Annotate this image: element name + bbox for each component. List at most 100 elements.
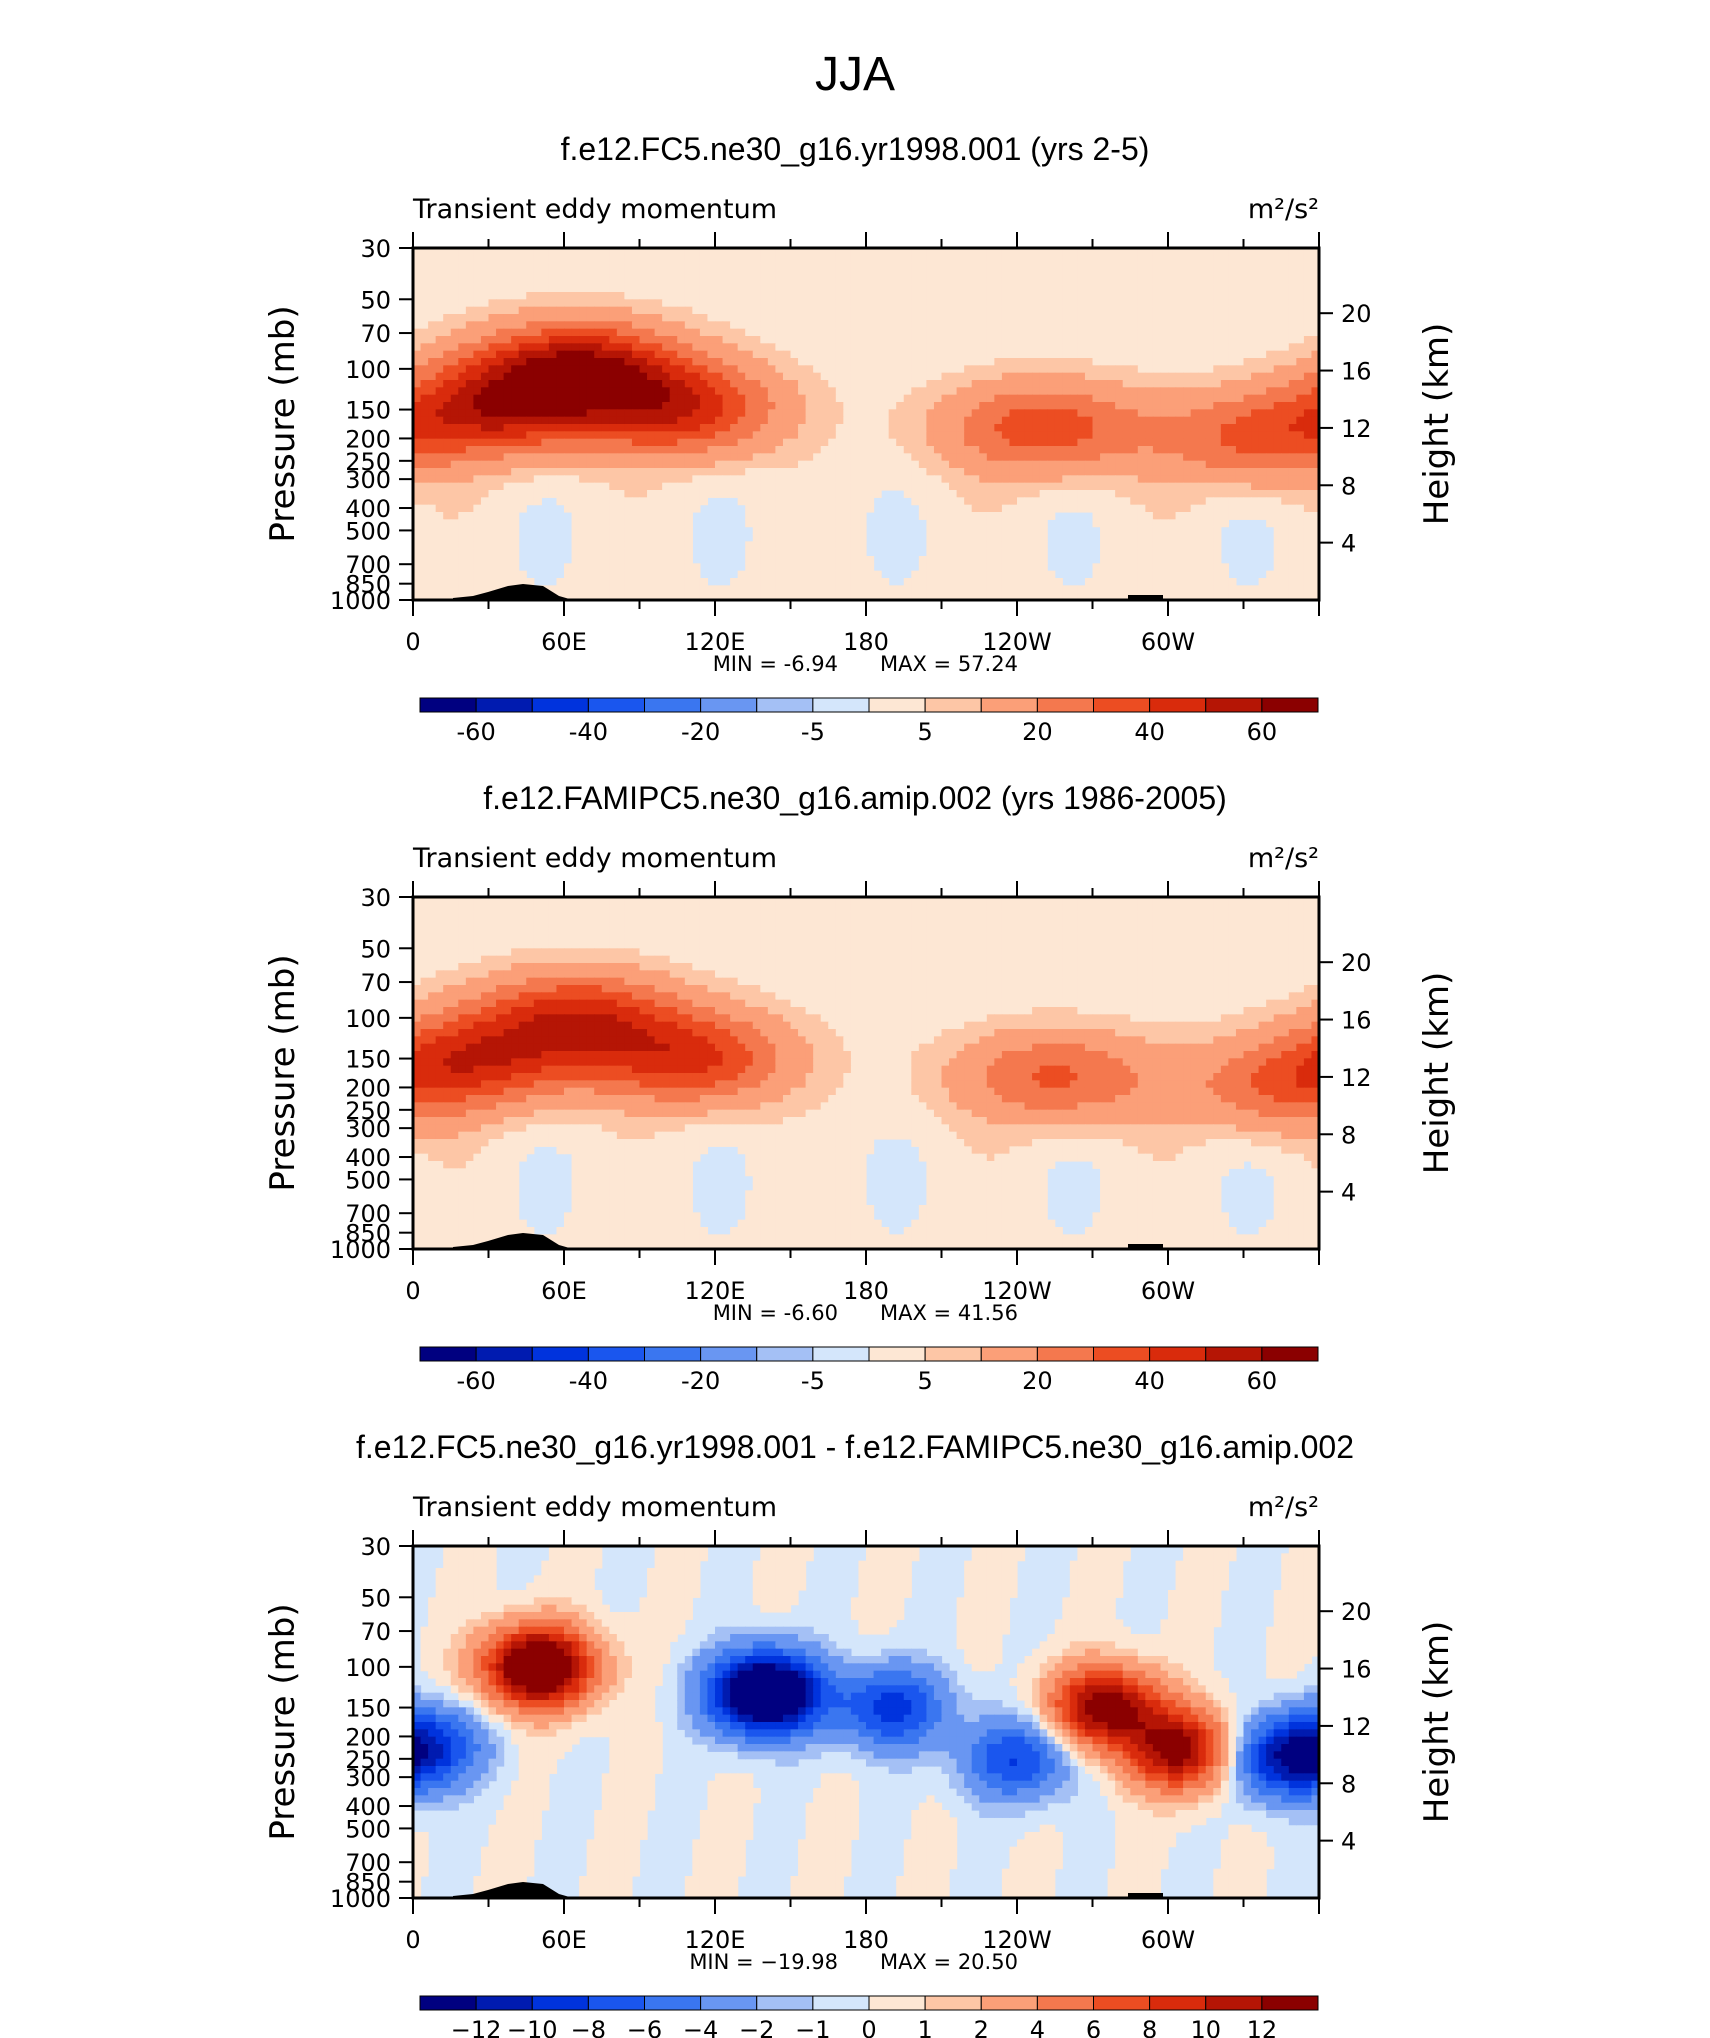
contour-cell bbox=[450, 284, 459, 293]
contour-cell bbox=[579, 350, 588, 359]
contour-cell bbox=[473, 248, 482, 256]
contour-cell bbox=[1024, 460, 1033, 469]
contour-cell bbox=[631, 277, 641, 286]
contour-cell bbox=[775, 299, 784, 308]
contour-cell bbox=[488, 431, 497, 440]
contour-cell bbox=[866, 306, 875, 315]
contour-cell bbox=[1266, 453, 1275, 462]
contour-cell bbox=[526, 387, 535, 396]
contour-cell bbox=[1032, 299, 1041, 308]
contour-cell bbox=[715, 394, 724, 403]
contour-cell bbox=[1107, 372, 1116, 381]
contour-cell bbox=[1032, 262, 1041, 271]
contour-cell bbox=[1024, 556, 1033, 564]
contour-cell bbox=[858, 416, 867, 425]
contour-cell bbox=[752, 534, 761, 542]
contour-cell bbox=[1183, 438, 1192, 447]
contour-cell bbox=[548, 350, 558, 359]
contour-cell bbox=[745, 468, 754, 476]
contour-cell bbox=[526, 336, 535, 344]
contour-cell bbox=[813, 424, 822, 432]
contour-cell bbox=[1122, 394, 1131, 403]
contour-cell bbox=[1258, 453, 1267, 462]
contour-cell bbox=[1243, 438, 1252, 447]
contour-cell bbox=[443, 416, 452, 425]
contour-cell bbox=[684, 314, 693, 322]
contour-cell bbox=[1190, 519, 1199, 528]
contour-cell bbox=[1084, 431, 1094, 440]
contour-cell bbox=[760, 350, 769, 359]
contour-cell bbox=[1137, 387, 1146, 396]
contour-cell bbox=[1251, 482, 1260, 491]
contour-cell bbox=[1175, 460, 1184, 469]
contour-cell bbox=[579, 270, 588, 278]
contour-cell bbox=[994, 380, 1003, 388]
contour-cell bbox=[1130, 490, 1139, 498]
contour-cell bbox=[1296, 248, 1305, 256]
contour-cell bbox=[647, 534, 656, 542]
contour-cell bbox=[1092, 262, 1101, 271]
contour-cell bbox=[866, 504, 875, 513]
contour-cell bbox=[843, 314, 852, 322]
contour-cell bbox=[1009, 526, 1018, 535]
contour-cell bbox=[1054, 409, 1063, 418]
contour-cell bbox=[1296, 490, 1305, 498]
contour-cell bbox=[526, 306, 535, 315]
contour-cell bbox=[556, 299, 565, 308]
contour-cell bbox=[443, 482, 452, 491]
contour-cell bbox=[1047, 270, 1056, 278]
contour-cell bbox=[443, 409, 452, 418]
contour-cell bbox=[541, 409, 550, 418]
contour-cell bbox=[677, 262, 686, 271]
contour-cell bbox=[805, 270, 814, 278]
contour-cell bbox=[820, 336, 829, 344]
contour-cell bbox=[443, 358, 452, 366]
contour-cell bbox=[684, 497, 693, 506]
contour-cell bbox=[1152, 416, 1162, 425]
contour-cell bbox=[994, 299, 1003, 308]
contour-cell bbox=[1266, 416, 1275, 425]
contour-cell bbox=[1213, 431, 1222, 440]
contour-cell bbox=[866, 438, 875, 447]
contour-cell bbox=[843, 416, 852, 425]
contour-cell bbox=[1024, 468, 1033, 476]
contour-cell bbox=[835, 284, 844, 293]
contour-cell bbox=[820, 394, 829, 403]
contour-cell bbox=[1039, 504, 1048, 513]
contour-cell bbox=[669, 453, 678, 462]
contour-cell bbox=[1273, 262, 1282, 271]
contour-cell bbox=[1047, 446, 1056, 454]
contour-cell bbox=[979, 563, 988, 572]
contour-cell bbox=[692, 563, 701, 572]
contour-cell bbox=[1281, 372, 1290, 381]
contour-cell bbox=[473, 512, 482, 520]
contour-cell bbox=[1115, 321, 1124, 330]
contour-cell bbox=[1024, 336, 1033, 344]
contour-cell bbox=[813, 548, 822, 557]
contour-cell bbox=[1054, 402, 1063, 410]
contour-cell bbox=[511, 372, 520, 381]
contour-cell bbox=[511, 270, 520, 278]
contour-cell bbox=[450, 365, 459, 374]
contour-cell bbox=[511, 387, 520, 396]
contour-cell bbox=[760, 482, 769, 491]
contour-cell bbox=[986, 343, 995, 352]
contour-cell bbox=[1145, 387, 1154, 396]
contour-cell bbox=[760, 468, 769, 476]
contour-cell bbox=[435, 482, 444, 491]
contour-cell bbox=[1009, 336, 1018, 344]
contour-cell bbox=[480, 534, 490, 542]
contour-cell bbox=[820, 504, 829, 513]
contour-cell bbox=[835, 548, 844, 557]
contour-cell bbox=[1107, 328, 1116, 337]
contour-cell bbox=[1009, 424, 1018, 432]
contour-cell bbox=[518, 453, 527, 462]
contour-cell bbox=[813, 490, 822, 498]
contour-cell bbox=[1039, 519, 1048, 528]
contour-cell bbox=[624, 438, 633, 447]
contour-cell bbox=[654, 453, 663, 462]
contour-cell bbox=[813, 519, 822, 528]
contour-cell bbox=[1001, 438, 1011, 447]
contour-cell bbox=[1092, 409, 1101, 418]
contour-cell bbox=[1160, 490, 1169, 498]
